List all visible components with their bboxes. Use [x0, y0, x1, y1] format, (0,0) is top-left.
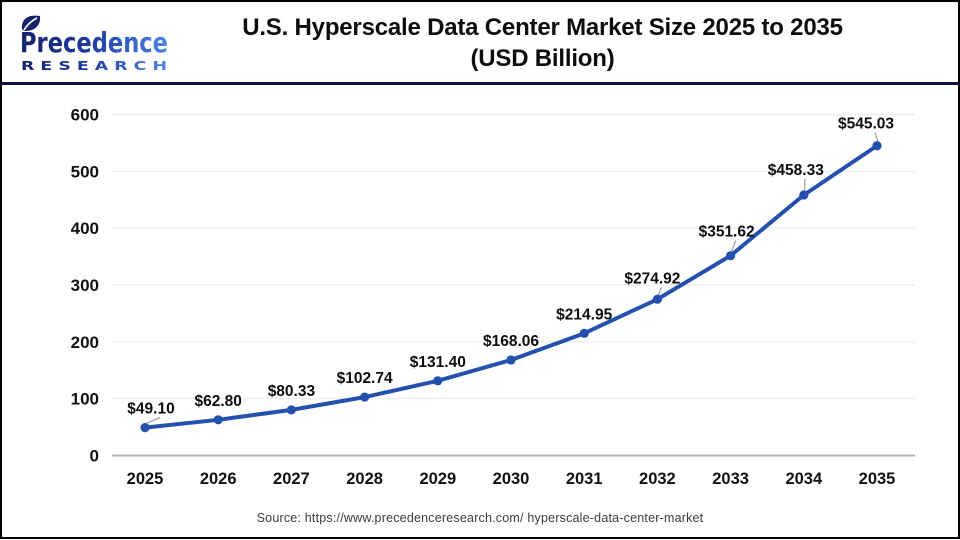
- data-point: [652, 294, 663, 304]
- x-tick-label: 2031: [566, 470, 603, 488]
- label-leader-line: [874, 132, 879, 142]
- chart-title-line2: (USD Billion): [470, 45, 615, 72]
- x-tick-label: 2033: [712, 470, 749, 488]
- x-tick-label: 2026: [200, 470, 237, 488]
- precedence-research-logo: Precedence R E S E A R C H: [20, 15, 168, 73]
- data-point-label: $168.06: [483, 333, 539, 350]
- x-tick-label: 2029: [419, 470, 456, 488]
- label-leader-line: [145, 417, 161, 425]
- label-leader-line: [731, 240, 737, 252]
- y-tick-label: 500: [71, 162, 99, 181]
- label-leader-line: [657, 287, 662, 296]
- data-point-label: $80.33: [268, 383, 316, 400]
- x-tick-label: 2030: [493, 470, 530, 488]
- data-point-label: $458.33: [768, 162, 824, 179]
- logo-brand-text: Precedence: [20, 26, 168, 59]
- data-point: [213, 415, 223, 425]
- data-point: [433, 376, 443, 386]
- logo-sub-text: R E S E A R C H: [21, 58, 167, 73]
- data-point: [286, 405, 296, 415]
- x-tick-label: 2027: [273, 470, 310, 488]
- x-tick-label: 2028: [346, 470, 383, 488]
- y-tick-label: 400: [71, 219, 99, 238]
- logo-leaf-vein: [23, 17, 38, 31]
- data-point: [726, 251, 736, 261]
- x-tick-label: 2034: [785, 470, 823, 488]
- y-tick-label: 100: [71, 390, 99, 409]
- data-point-label: $131.40: [410, 354, 466, 371]
- header: Precedence R E S E A R C H U.S. Hypersca…: [2, 2, 958, 82]
- data-point: [799, 190, 809, 200]
- data-point-label: $62.80: [194, 393, 241, 410]
- chart-title: U.S. Hyperscale Data Center Market Size …: [137, 12, 948, 74]
- y-tick-label: 0: [90, 447, 99, 466]
- header-divider: [2, 82, 958, 85]
- data-point-label: $545.03: [838, 116, 894, 133]
- data-point-label: $49.10: [127, 401, 174, 418]
- source-text: Source: https://www.precedenceresearch.c…: [256, 511, 704, 525]
- data-point-label: $102.74: [337, 370, 393, 387]
- x-tick-label: 2025: [127, 470, 164, 488]
- series-line: [143, 143, 879, 430]
- x-tick-label: 2035: [859, 470, 896, 488]
- data-point: [872, 141, 882, 151]
- y-tick-label: 600: [71, 106, 99, 125]
- data-point: [140, 422, 150, 433]
- y-tick-label: 300: [71, 276, 99, 295]
- data-point-label: $274.92: [624, 270, 680, 287]
- data-point: [506, 355, 516, 365]
- x-tick-label: 2032: [639, 470, 676, 488]
- data-point-label: $351.62: [699, 224, 755, 241]
- data-point: [360, 392, 370, 402]
- data-point-label: $214.95: [556, 306, 612, 323]
- data-point: [579, 328, 589, 338]
- chart-title-line1: U.S. Hyperscale Data Center Market Size …: [242, 14, 843, 41]
- y-tick-label: 200: [71, 333, 99, 352]
